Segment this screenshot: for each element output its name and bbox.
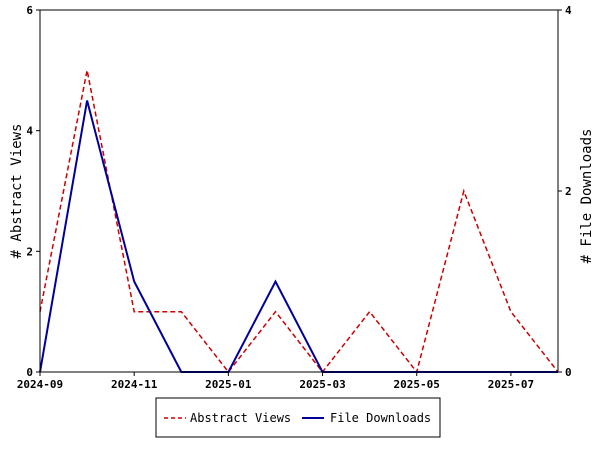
x-axis: 2024-09 2024-11 2025-01 2025-03 2025-05 2025-…: [17, 372, 534, 391]
right-axis: 0 2 4: [558, 4, 572, 379]
x-tick-label: 2025-01: [205, 378, 252, 391]
right-tick-label: 4: [565, 4, 572, 17]
x-tick-label: 2024-09: [17, 378, 63, 391]
right-tick-label: 0: [565, 366, 572, 379]
left-tick-label: 0: [26, 366, 33, 379]
series-line-abstract-views: [39, 70, 559, 374]
legend: Abstract Views File Downloads: [155, 397, 441, 438]
right-tick-label: 2: [565, 185, 572, 198]
left-tick-label: 6: [26, 4, 33, 17]
x-tick-label: 2025-07: [488, 378, 534, 391]
legend-label-abstract-views: Abstract Views: [190, 411, 291, 425]
left-tick-label: 4: [26, 125, 33, 138]
x-tick-label: 2025-03: [299, 378, 345, 391]
legend-label-file-downloads: File Downloads: [330, 411, 431, 425]
plot-frame: [39, 9, 559, 373]
legend-box: [155, 397, 441, 438]
right-axis-title: # File Downloads: [579, 129, 595, 264]
left-tick-label: 2: [26, 245, 33, 258]
series-line-file-downloads: [39, 100, 558, 373]
left-axis-title: # Abstract Views: [9, 124, 25, 259]
plot-marks: [39, 70, 559, 374]
x-tick-label: 2025-05: [394, 378, 440, 391]
left-axis: 0 2 4 6: [26, 4, 40, 379]
x-tick-label: 2024-11: [111, 378, 158, 391]
